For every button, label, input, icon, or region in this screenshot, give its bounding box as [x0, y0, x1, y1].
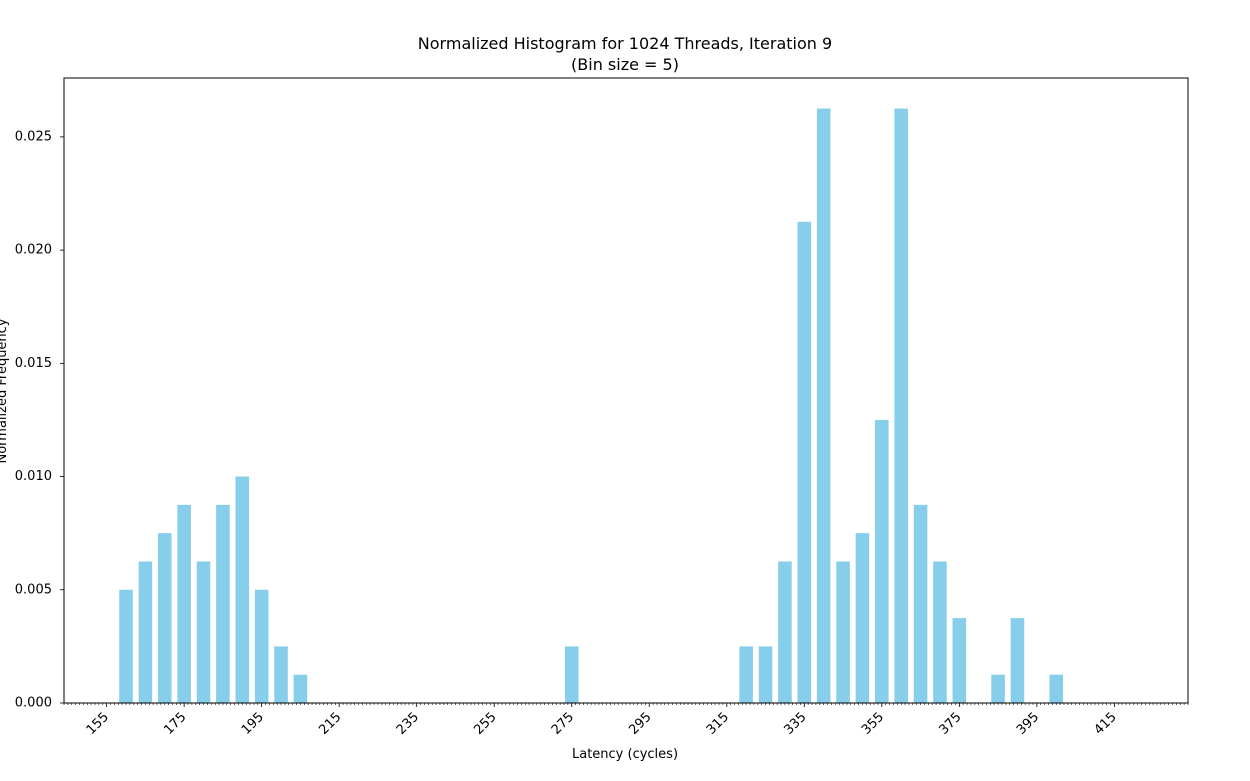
bars-group — [119, 108, 1064, 704]
y-tick-label: 0.000 — [15, 696, 52, 711]
x-tick-label: 255 — [471, 710, 499, 738]
x-tick-label: 335 — [781, 710, 809, 738]
y-tick-label: 0.015 — [15, 356, 52, 371]
x-tick-label: 295 — [626, 710, 654, 738]
x-tick-label: 215 — [316, 710, 344, 738]
bar — [1049, 674, 1064, 703]
bar — [991, 674, 1005, 703]
plot-frame — [63, 77, 1189, 704]
bar — [933, 561, 947, 703]
x-tick-label: 375 — [936, 710, 964, 738]
bar — [952, 618, 967, 703]
bar — [157, 533, 172, 703]
y-axis-ticks: 0.000 0.005 0.010 0.015 0.020 0.025 — [15, 129, 64, 711]
bar — [564, 646, 579, 703]
bar — [758, 646, 773, 703]
x-axis-label: Latency (cycles) — [572, 747, 678, 762]
bar — [274, 646, 288, 703]
x-tick-label: 415 — [1091, 710, 1119, 738]
bar — [254, 589, 269, 703]
x-axis-ticks: 155 175 195 215 235 255 275 295 315 335 355 375 395 4… — [84, 703, 1120, 738]
bar — [293, 674, 308, 703]
bar — [855, 533, 870, 703]
x-tick-label: 315 — [704, 710, 732, 738]
x-tick-label: 355 — [859, 710, 887, 738]
bar — [816, 108, 831, 703]
x-tick-label: 155 — [84, 710, 112, 738]
bar — [216, 504, 230, 703]
bar — [1010, 618, 1025, 703]
bar — [138, 561, 153, 703]
bar — [119, 589, 133, 703]
bar — [196, 561, 211, 703]
bar — [875, 419, 889, 703]
x-tick-label: 195 — [239, 710, 267, 738]
bar — [739, 646, 753, 703]
chart-title: Normalized Histogram for 1024 Threads, I… — [418, 34, 832, 53]
y-tick-label: 0.010 — [15, 469, 52, 484]
x-tick-label: 235 — [394, 710, 422, 738]
y-tick-label: 0.020 — [15, 243, 52, 258]
bar — [797, 221, 812, 704]
bar — [778, 561, 792, 703]
bar — [836, 561, 850, 703]
y-tick-label: 0.005 — [15, 582, 52, 597]
bar — [913, 504, 928, 703]
bar — [177, 504, 191, 703]
bar — [894, 108, 908, 703]
x-tick-label: 175 — [161, 710, 189, 738]
y-tick-label: 0.025 — [15, 129, 52, 144]
x-tick-label: 275 — [549, 710, 577, 738]
y-axis-label: Normalized Frequency — [0, 318, 10, 463]
x-tick-label: 395 — [1014, 710, 1042, 738]
bar — [235, 476, 250, 703]
chart-subtitle: (Bin size = 5) — [571, 55, 679, 74]
